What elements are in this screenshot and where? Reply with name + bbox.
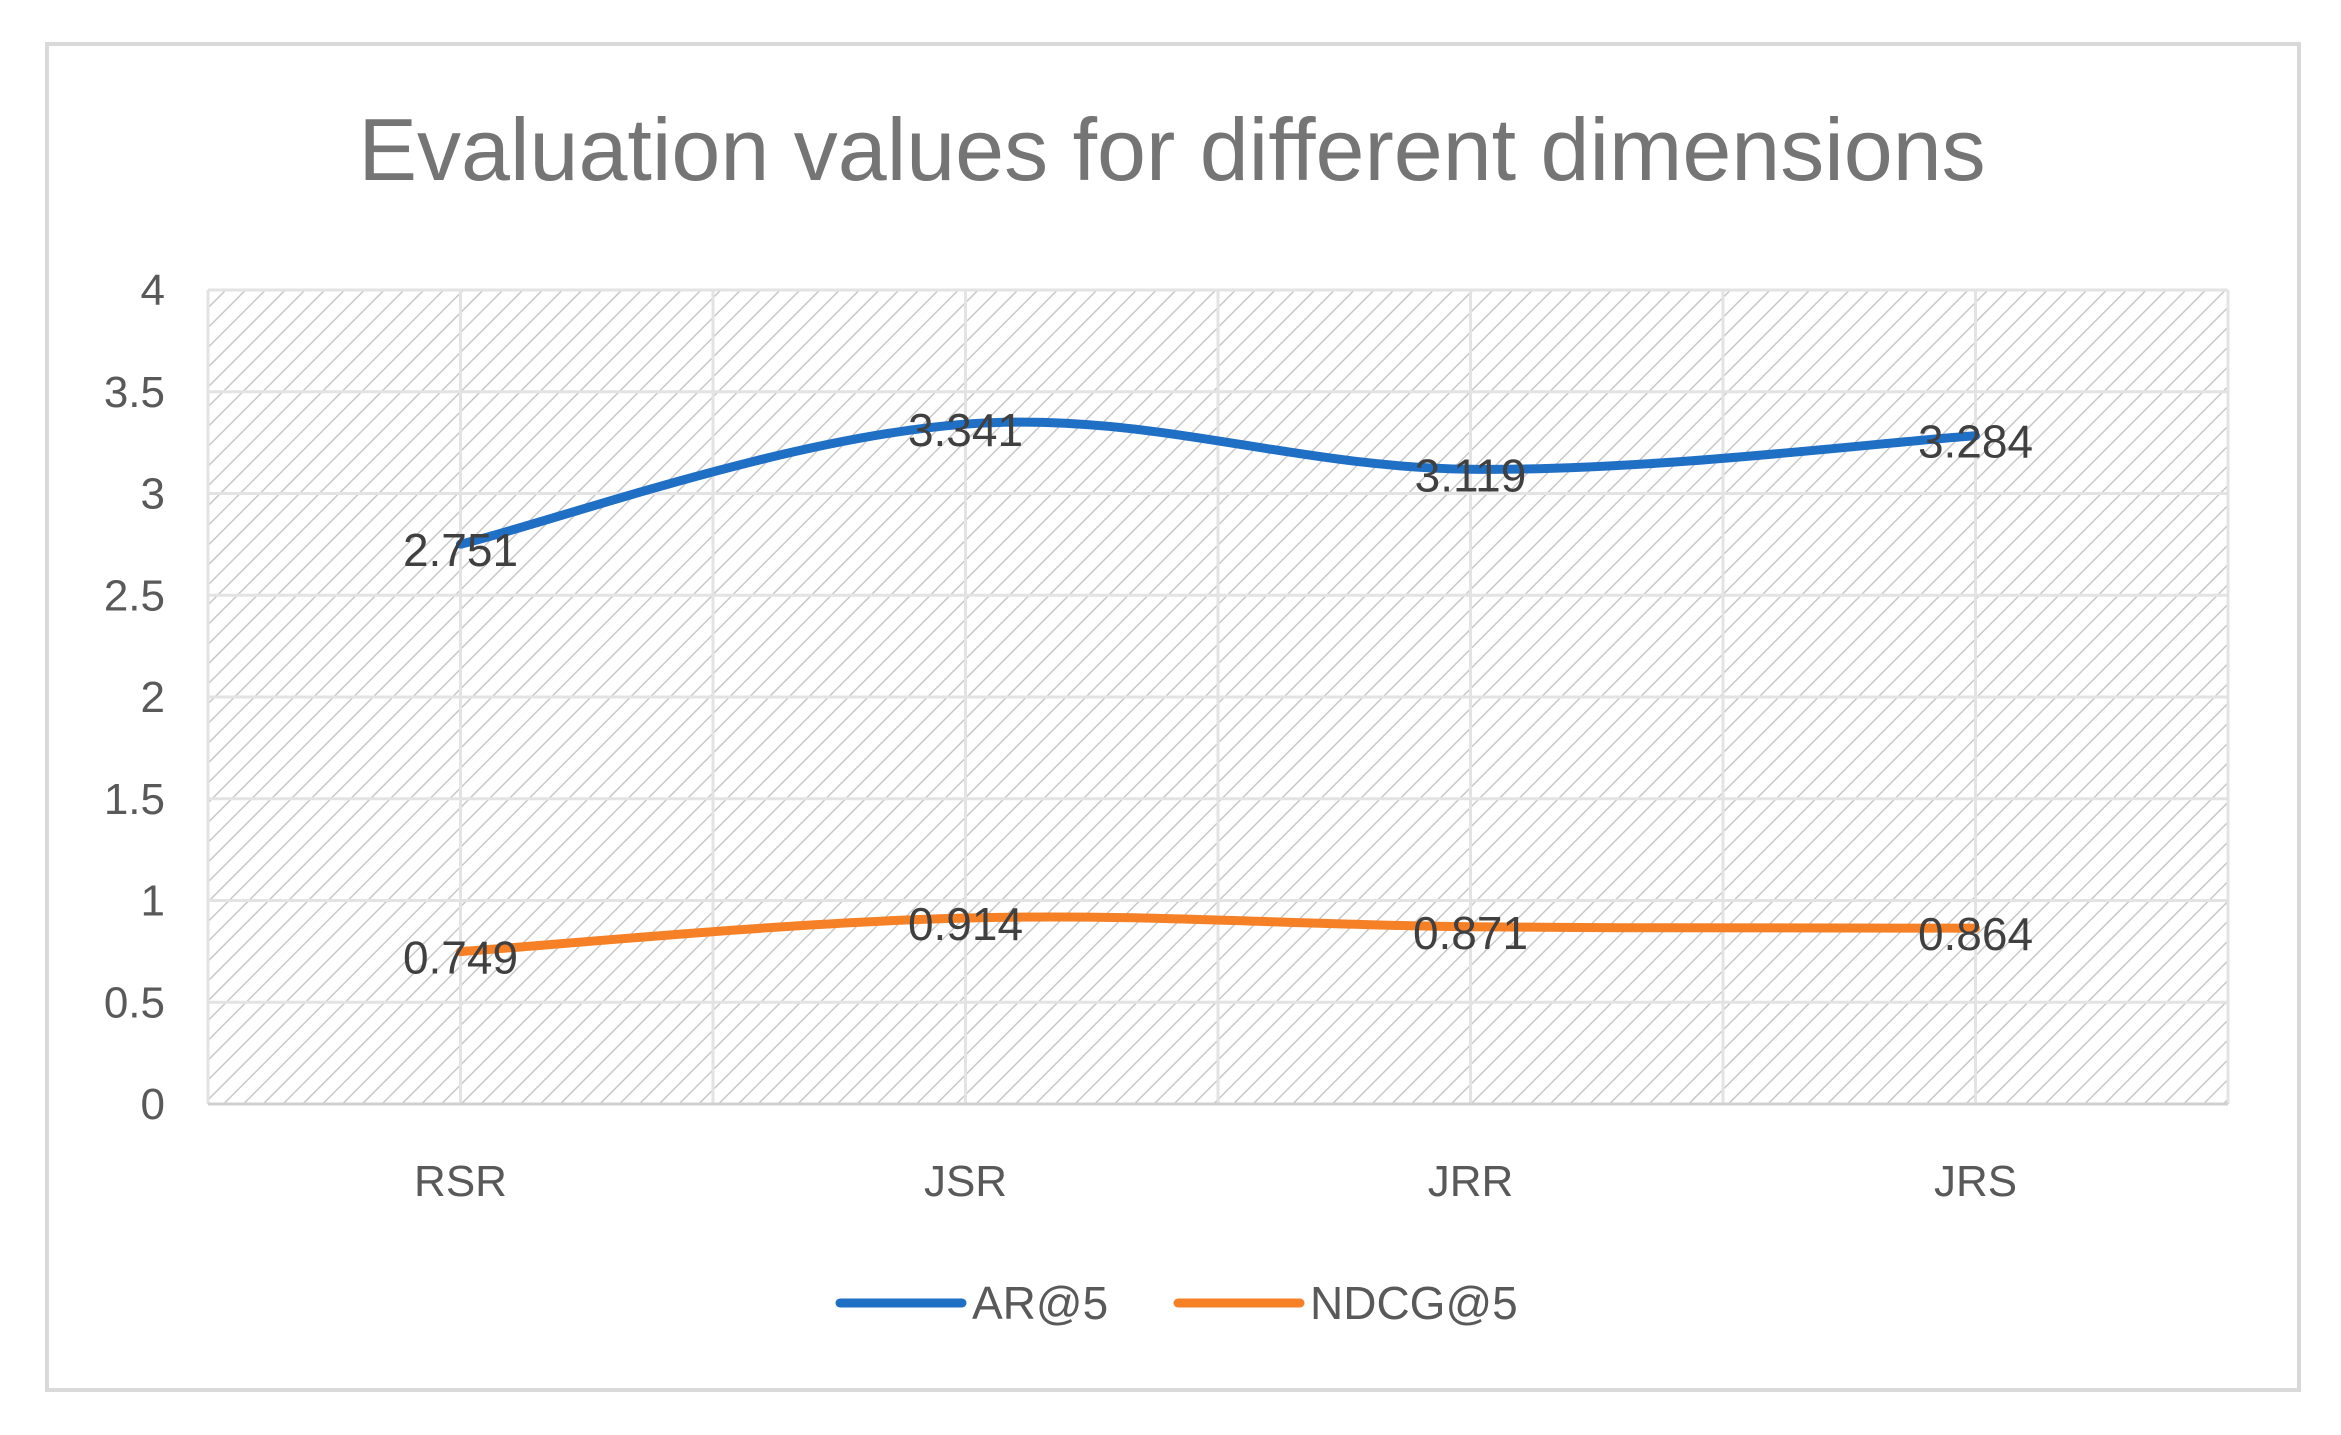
legend: AR@5 NDCG@5	[835, 1277, 1518, 1329]
y-tick-label: 0.5	[104, 978, 165, 1027]
y-tick-label: 2.5	[104, 571, 165, 620]
x-tick-label: JRS	[1934, 1157, 2017, 1206]
data-label: 3.341	[908, 404, 1023, 456]
data-label: 0.864	[1918, 908, 2033, 960]
data-label: 3.284	[1918, 416, 2033, 468]
chart-title: Evaluation values for different dimensio…	[358, 100, 1985, 199]
data-label: 0.749	[403, 932, 518, 984]
data-label: 0.914	[908, 898, 1023, 950]
series-line-ar-5	[456, 417, 1980, 549]
y-tick-label: 1	[141, 877, 165, 926]
axes: 0 0.5 1 1.5 2 2.5 3 3.5 4 RSR JSR JRR JRS	[104, 266, 2228, 1206]
y-tick-label: 4	[141, 266, 165, 315]
gridlines	[206, 288, 2230, 1104]
series	[456, 417, 1980, 957]
legend-label: NDCG@5	[1310, 1277, 1518, 1329]
y-tick-label: 1.5	[104, 775, 165, 824]
series-line-ndcg-5	[456, 912, 1980, 957]
y-tick-label: 2	[141, 673, 165, 722]
y-tick-label: 3.5	[104, 368, 165, 417]
data-label: 2.751	[403, 524, 518, 576]
data-labels: 2.751 3.341 3.119 3.284 0.749 0.914 0.871 0.864	[403, 404, 2033, 983]
x-tick-label: RSR	[414, 1157, 507, 1206]
data-label: 0.871	[1413, 907, 1528, 959]
y-tick-label: 3	[141, 470, 165, 519]
y-tick-label: 0	[141, 1080, 165, 1129]
data-label: 3.119	[1415, 449, 1527, 501]
legend-label: AR@5	[972, 1277, 1108, 1329]
x-tick-label: JRR	[1428, 1157, 1514, 1206]
x-tick-label: JSR	[924, 1157, 1007, 1206]
